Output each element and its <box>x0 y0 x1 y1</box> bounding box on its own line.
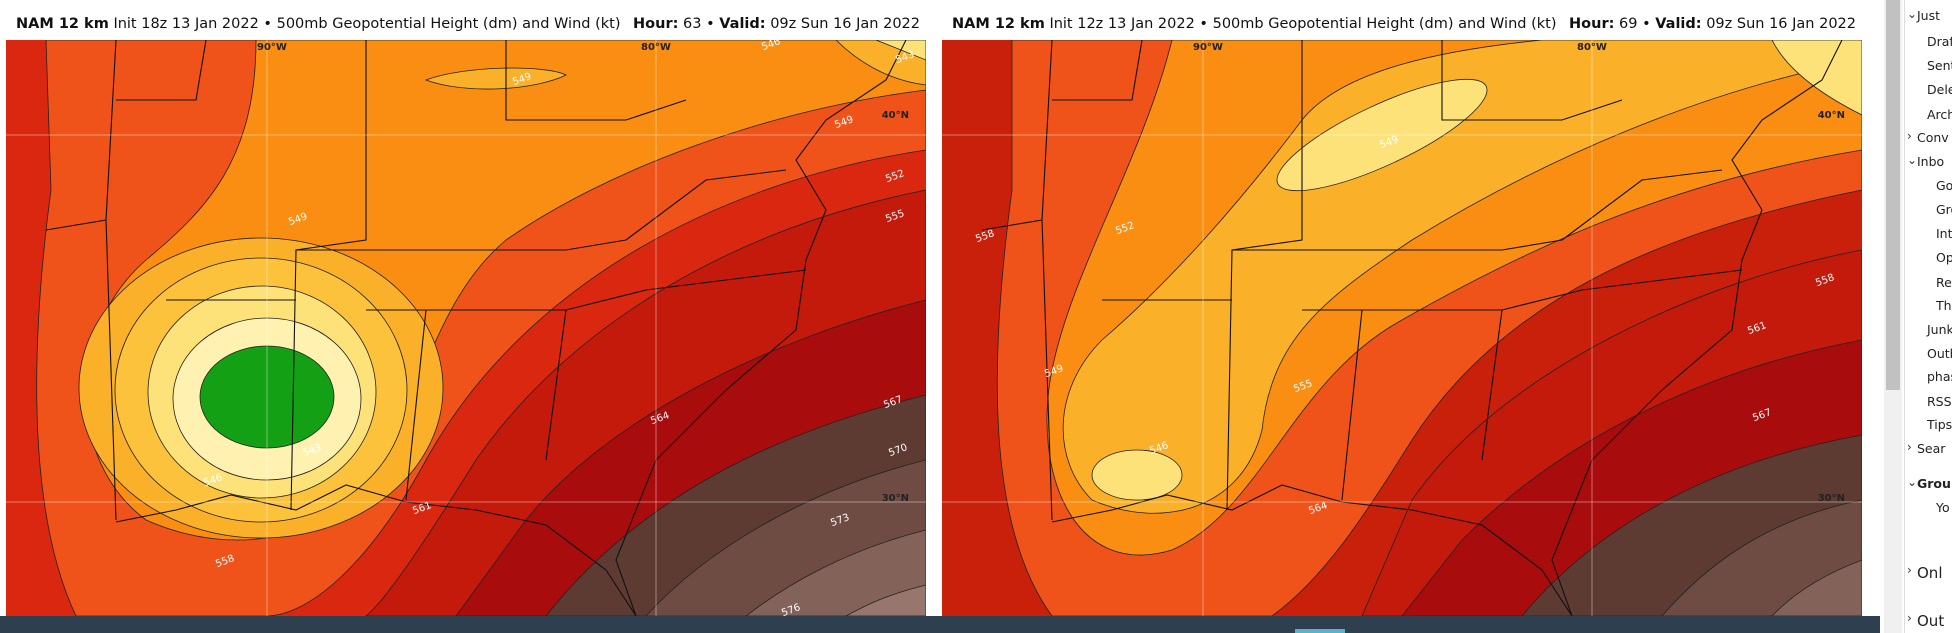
border-line <box>105 219 117 521</box>
border-line <box>296 239 627 251</box>
hour: 69 <box>1619 16 1638 32</box>
chevron[interactable]: › <box>1907 129 1912 143</box>
folder-item[interactable]: Grou <box>1917 476 1951 491</box>
folder-item[interactable]: Conv <box>1917 130 1949 145</box>
border-line <box>1341 309 1363 501</box>
header-right: Hour: 69 • Valid: 09z Sun 16 Jan 2022 <box>1569 16 1856 38</box>
folder-item[interactable]: Go <box>1936 178 1952 193</box>
border-line <box>290 40 367 511</box>
lat-label: 30°N <box>1818 493 1845 504</box>
taskbar <box>0 616 1880 633</box>
chevron[interactable]: › <box>1907 440 1912 454</box>
folder-item[interactable]: Just <box>1917 8 1941 23</box>
border-line <box>1052 40 1143 101</box>
lon-label: 80°W <box>1577 42 1607 53</box>
border-line <box>1226 40 1303 511</box>
height-band <box>745 529 926 616</box>
folder-item[interactable]: Onl <box>1917 564 1943 582</box>
border-line <box>1561 169 1723 241</box>
map-panel: NAM 12 km Init 12z 13 Jan 2022 • 500mb G… <box>942 0 1864 616</box>
border-line <box>545 309 567 461</box>
height-band <box>424 67 567 90</box>
border-line <box>1041 219 1053 521</box>
folder-item[interactable]: Out <box>1917 612 1945 630</box>
folder-item[interactable]: Op <box>1936 250 1952 265</box>
scrollbar-thumb[interactable] <box>1886 0 1900 390</box>
border-line <box>615 40 907 616</box>
border-line <box>366 269 807 311</box>
chevron[interactable]: › <box>1907 563 1912 577</box>
border-line <box>115 484 637 616</box>
folder-item[interactable]: Sent <box>1927 58 1952 73</box>
scrollbar[interactable] <box>1884 0 1902 633</box>
chevron[interactable]: ⌄ <box>1907 7 1918 21</box>
map: 90°W 80°W40°N30°N549546543549552555549543… <box>6 40 926 616</box>
model: NAM 12 km <box>952 16 1045 32</box>
height-band <box>199 345 335 449</box>
height-band <box>845 584 926 616</box>
folder-item[interactable]: Int <box>1936 226 1952 241</box>
folder-item[interactable]: Dele <box>1927 82 1952 97</box>
sidebar: ⌄JustDrafSentDeleArch›Conv⌄InboGoGroIntO… <box>1904 0 1952 633</box>
panel-title: Init 12z 13 Jan 2022 • 500mb Geopotentia… <box>1049 16 1557 32</box>
model: NAM 12 km <box>16 16 109 32</box>
chevron[interactable]: ⌄ <box>1907 475 1918 489</box>
height-band <box>1771 40 1862 116</box>
valid-label: Valid: <box>719 16 766 32</box>
hour-label: Hour: <box>633 16 679 32</box>
border-line <box>405 309 427 501</box>
border-line <box>1051 484 1573 616</box>
border-line <box>1441 40 1623 121</box>
map-panel: NAM 12 km Init 18z 13 Jan 2022 • 500mb G… <box>6 0 928 616</box>
folder-item[interactable]: Inbo <box>1917 154 1945 169</box>
border-line <box>1232 239 1563 251</box>
valid: 09z Sun 16 Jan 2022 <box>770 16 920 32</box>
lat-label: 30°N <box>882 493 909 504</box>
border-line <box>505 40 687 121</box>
taskbar-indicator <box>1295 629 1345 633</box>
folder-item[interactable]: RSS I <box>1927 394 1952 409</box>
valid-label: Valid: <box>1655 16 1702 32</box>
folder-item[interactable]: Tips <box>1927 417 1952 432</box>
lon-label: 80°W <box>641 42 671 53</box>
border-line <box>1302 269 1743 311</box>
hour-label: Hour: <box>1569 16 1615 32</box>
folder-item[interactable]: Arch <box>1927 107 1952 122</box>
map: 90°W 80°W40°N30°N549552558549546555564558… <box>942 40 1862 616</box>
border-line <box>625 169 787 241</box>
lat-label: 40°N <box>882 110 909 121</box>
border-line <box>1551 40 1843 616</box>
folder-item[interactable]: Th <box>1936 298 1952 313</box>
header-left: NAM 12 km Init 18z 13 Jan 2022 • 500mb G… <box>16 16 620 38</box>
lat-label: 40°N <box>1818 110 1845 121</box>
folder-item[interactable]: Yo <box>1936 500 1950 515</box>
height-band <box>1091 449 1183 501</box>
panel-header: NAM 12 km Init 12z 13 Jan 2022 • 500mb G… <box>952 16 1856 38</box>
separator: • <box>1642 16 1651 32</box>
height-band <box>1276 78 1488 192</box>
border-line <box>116 40 207 101</box>
valid: 09z Sun 16 Jan 2022 <box>1706 16 1856 32</box>
chevron[interactable]: ⌄ <box>1907 153 1918 167</box>
folder-item[interactable]: Draf <box>1927 34 1952 49</box>
chevron[interactable]: › <box>1907 611 1912 625</box>
header-left: NAM 12 km Init 12z 13 Jan 2022 • 500mb G… <box>952 16 1556 38</box>
folder-item[interactable]: Ref <box>1936 275 1952 290</box>
lon-label: 90°W <box>1193 42 1223 53</box>
panel-header: NAM 12 km Init 18z 13 Jan 2022 • 500mb G… <box>16 16 920 38</box>
folder-item[interactable]: Outb <box>1927 346 1952 361</box>
header-right: Hour: 63 • Valid: 09z Sun 16 Jan 2022 <box>633 16 920 38</box>
folder-item[interactable]: Gro <box>1936 202 1952 217</box>
folder-item[interactable]: phas <box>1927 369 1952 384</box>
border-line <box>1481 309 1503 461</box>
folder-item[interactable]: Sear <box>1917 441 1946 456</box>
height-band <box>1771 559 1862 616</box>
lon-label: 90°W <box>257 42 287 53</box>
panel-title: Init 18z 13 Jan 2022 • 500mb Geopotentia… <box>113 16 621 32</box>
hour: 63 <box>683 16 702 32</box>
separator: • <box>706 16 715 32</box>
folder-item[interactable]: Junk <box>1927 322 1952 337</box>
